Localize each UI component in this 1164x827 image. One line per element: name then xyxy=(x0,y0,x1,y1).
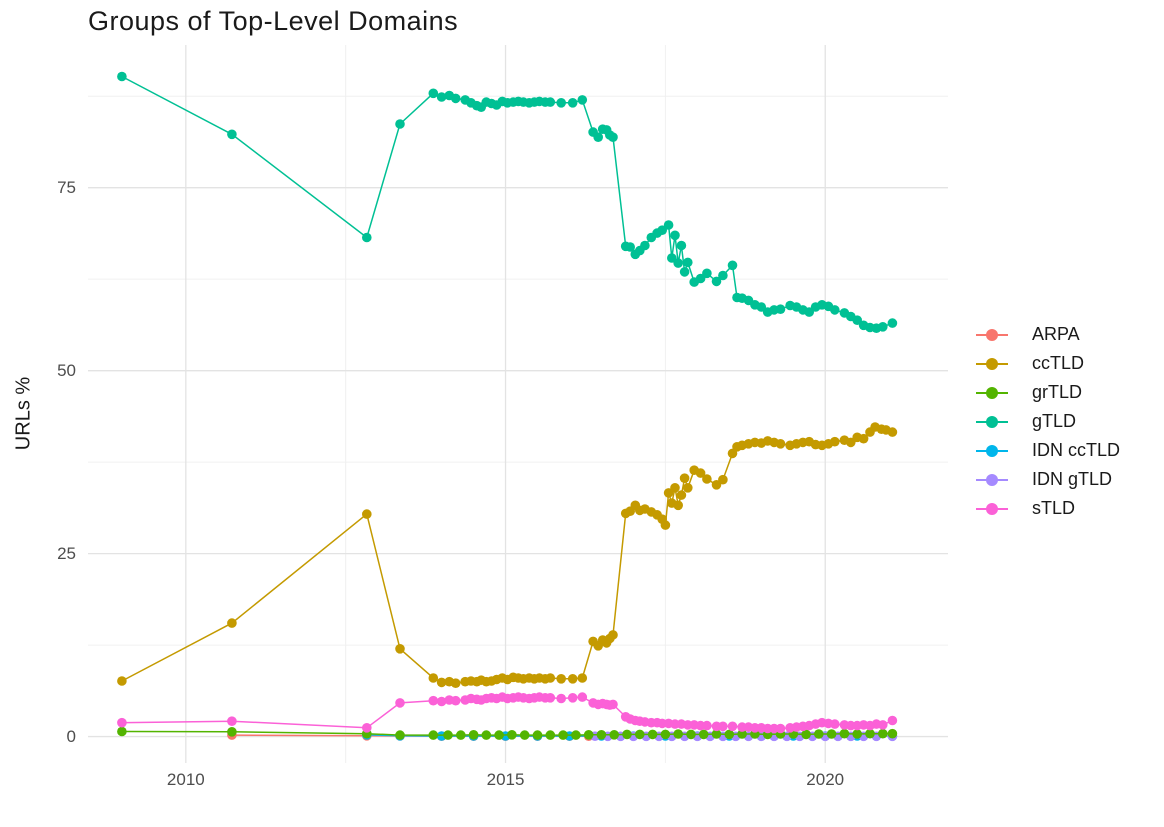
legend-item-grTLD: grTLD xyxy=(976,378,1120,407)
y-tick-label: 25 xyxy=(57,543,76,563)
legend-item-ccTLD: ccTLD xyxy=(976,349,1120,378)
legend-label: IDN ccTLD xyxy=(1032,440,1121,460)
legend-label: ARPA xyxy=(1032,324,1080,344)
series-grTLD xyxy=(117,726,898,740)
y-axis-title: URLs % xyxy=(12,376,35,451)
y-tick-label: 0 xyxy=(66,726,76,746)
legend-label: IDN gTLD xyxy=(1032,469,1113,489)
legend-key-icon xyxy=(976,386,1008,399)
chart-title: Groups of Top-Level Domains xyxy=(88,6,459,36)
legend-item-ARPA: ARPA xyxy=(976,320,1120,349)
legend-label: gTLD xyxy=(1032,411,1077,431)
legend: ARPA ccTLD grTLD gTLD IDN ccTLD IDN gTLD sTLD xyxy=(976,320,1120,523)
legend-item-sTLD: sTLD xyxy=(976,494,1120,523)
series-points xyxy=(117,422,898,688)
legend-key-icon xyxy=(976,328,1008,341)
series-points xyxy=(117,71,898,334)
legend-key-icon xyxy=(976,502,1008,515)
legend-label: sTLD xyxy=(1032,498,1076,518)
legend-label: grTLD xyxy=(1032,382,1083,402)
y-tick-label: 75 xyxy=(57,177,76,197)
y-tick-label: 50 xyxy=(57,360,76,380)
legend-item-IDN-ccTLD: IDN ccTLD xyxy=(976,436,1120,465)
series-points xyxy=(117,692,898,734)
legend-key-icon xyxy=(976,357,1008,370)
legend-key-icon xyxy=(976,473,1008,486)
x-tick-label: 2010 xyxy=(166,770,205,789)
x-tick-label: 2015 xyxy=(486,770,525,789)
x-tick-label: 2020 xyxy=(806,770,845,789)
legend-key-icon xyxy=(976,415,1008,428)
legend-item-gTLD: gTLD xyxy=(976,407,1120,436)
legend-key-icon xyxy=(976,444,1008,457)
series-gTLD xyxy=(117,71,898,334)
legend-item-IDN-gTLD: IDN gTLD xyxy=(976,465,1120,494)
legend-label: ccTLD xyxy=(1032,353,1085,373)
series-ccTLD xyxy=(117,422,898,688)
gridlines xyxy=(88,45,948,763)
series-points xyxy=(117,726,898,740)
series-line xyxy=(121,75,893,329)
series-sTLD xyxy=(117,692,898,734)
